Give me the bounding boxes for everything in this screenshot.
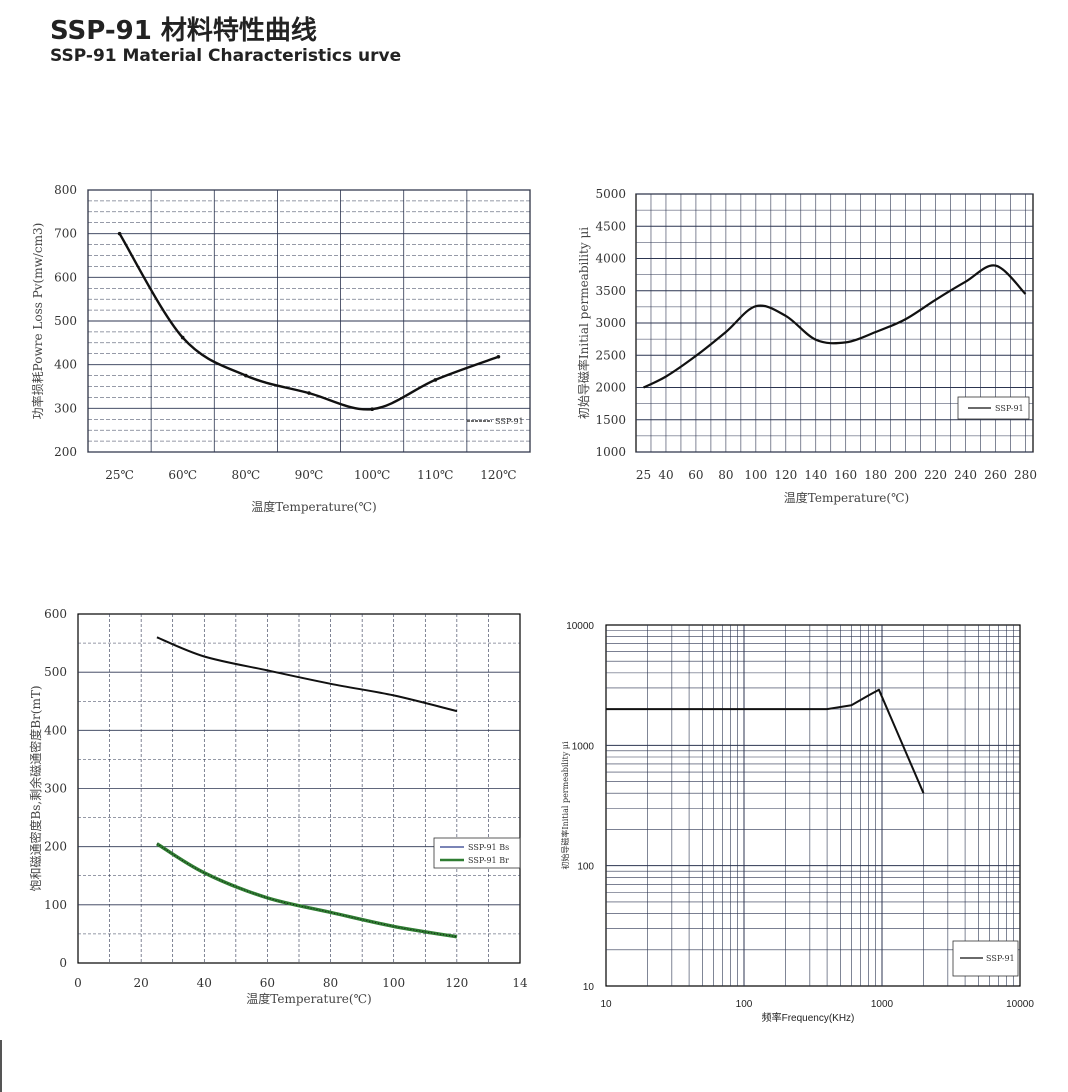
y-tick-label: 0 xyxy=(59,956,67,970)
x-tick-label: 25℃ xyxy=(105,468,134,482)
x-tick-label: 220 xyxy=(924,468,947,482)
x-tick-label: 60℃ xyxy=(168,468,197,482)
y-tick-label: 500 xyxy=(44,665,67,679)
x-tick-label: 40 xyxy=(658,468,673,482)
y-tick-label: 4500 xyxy=(595,219,626,233)
y-tick-label: 700 xyxy=(54,227,77,241)
x-tick-label: 240 xyxy=(954,468,977,482)
legend-label: SSP-91 xyxy=(995,404,1024,413)
y-tick-label: 300 xyxy=(44,782,67,796)
data-point xyxy=(433,378,438,382)
series-line xyxy=(643,264,1027,389)
x-tick-label: 120 xyxy=(445,976,468,990)
x-tick-label: 100 xyxy=(744,468,767,482)
y-tick-label: 200 xyxy=(44,840,67,854)
y-tick-label: 5000 xyxy=(595,187,626,201)
y-tick-label: 400 xyxy=(44,723,67,737)
y-tick-label: 4000 xyxy=(595,252,626,266)
data-point xyxy=(180,335,185,340)
y-tick-label: 200 xyxy=(54,445,77,459)
x-axis-label: 温度Temperature(℃) xyxy=(246,991,371,1006)
legend-label: SSP-91 xyxy=(495,417,524,426)
x-tick-label: 10 xyxy=(600,999,612,1010)
x-tick-label: 60 xyxy=(260,976,275,990)
page-title: SSP-91 材料特性曲线 xyxy=(50,16,317,46)
legend-label: SSP-91 xyxy=(986,954,1015,963)
data-point xyxy=(244,373,248,378)
y-tick-label: 1500 xyxy=(595,413,626,427)
y-tick-label: 100 xyxy=(577,862,594,873)
y-tick-label: 2000 xyxy=(595,381,626,395)
series-line-br xyxy=(156,842,458,939)
x-axis-label: 温度Temperature(℃) xyxy=(784,490,909,505)
y-tick-label: 1000 xyxy=(595,445,626,459)
x-axis-label: 频率Frequency(KHz) xyxy=(762,1011,855,1024)
x-tick-label: 110℃ xyxy=(417,468,453,482)
y-tick-label: 100 xyxy=(44,898,67,912)
y-tick-label: 300 xyxy=(54,401,77,415)
legend-box xyxy=(957,396,1030,420)
y-tick-label: 600 xyxy=(54,270,77,284)
legend-box xyxy=(433,837,521,869)
y-tick-label: 3000 xyxy=(595,316,626,330)
y-axis-label: 功率损耗Powre Loss Pv(mw/cm3) xyxy=(30,223,45,420)
x-tick-label: 25 xyxy=(636,468,651,482)
data-point xyxy=(370,407,374,412)
y-axis-label: 初始导磁率Initial permeability μi xyxy=(560,741,570,870)
x-tick-label: 80 xyxy=(718,468,733,482)
y-tick-label: 10000 xyxy=(566,621,594,632)
x-tick-label: 10000 xyxy=(1006,999,1034,1010)
x-tick-label: 100 xyxy=(736,999,753,1010)
x-tick-label: 260 xyxy=(984,468,1007,482)
x-tick-label: 60 xyxy=(688,468,703,482)
y-tick-label: 400 xyxy=(54,358,77,372)
page-subtitle: SSP-91 Material Characteristics urve xyxy=(50,46,402,66)
y-tick-label: 500 xyxy=(54,314,77,328)
series-line-br-markers xyxy=(156,843,457,938)
y-tick-label: 10 xyxy=(583,982,595,993)
y-tick-label: 1000 xyxy=(572,741,595,752)
x-tick-label: 1000 xyxy=(871,999,894,1010)
series-line xyxy=(606,688,925,794)
y-tick-label: 800 xyxy=(54,183,77,197)
x-tick-label: 160 xyxy=(834,468,857,482)
x-tick-label: 0 xyxy=(74,976,82,990)
x-tick-label: 120 xyxy=(774,468,797,482)
y-axis-label: 饱和磁通密度Bs,剩余磁通密度Br(mT) xyxy=(28,685,43,891)
x-tick-label: 100 xyxy=(382,976,405,990)
x-tick-label: 120℃ xyxy=(480,468,516,482)
legend-label-bs: SSP-91 Bs xyxy=(468,843,509,852)
x-tick-label: 140 xyxy=(804,468,827,482)
data-point xyxy=(496,355,501,359)
legend-label-br: SSP-91 Br xyxy=(468,856,509,865)
y-axis-label: 初始导磁率Initial permeability μi xyxy=(576,227,591,419)
y-tick-label: 3500 xyxy=(595,284,626,298)
x-tick-label: 180 xyxy=(864,468,887,482)
x-tick-label: 280 xyxy=(1014,468,1037,482)
y-tick-label: 600 xyxy=(44,607,67,621)
edge-rule xyxy=(0,1040,2,1092)
x-tick-label: 90℃ xyxy=(295,468,324,482)
data-point xyxy=(307,391,311,395)
data-point xyxy=(117,231,122,236)
plot-frame xyxy=(605,624,1021,987)
x-tick-label: 100℃ xyxy=(354,468,390,482)
x-tick-label: 40 xyxy=(197,976,212,990)
x-axis-label: 温度Temperature(℃) xyxy=(251,499,376,514)
x-tick-label: 14 xyxy=(512,976,528,990)
x-tick-label: 80 xyxy=(323,976,338,990)
x-tick-label: 80℃ xyxy=(232,468,261,482)
x-tick-label: 20 xyxy=(134,976,149,990)
series-line xyxy=(118,233,499,411)
series-line-bs xyxy=(156,636,458,713)
y-tick-label: 2500 xyxy=(595,348,626,362)
x-tick-label: 200 xyxy=(894,468,917,482)
